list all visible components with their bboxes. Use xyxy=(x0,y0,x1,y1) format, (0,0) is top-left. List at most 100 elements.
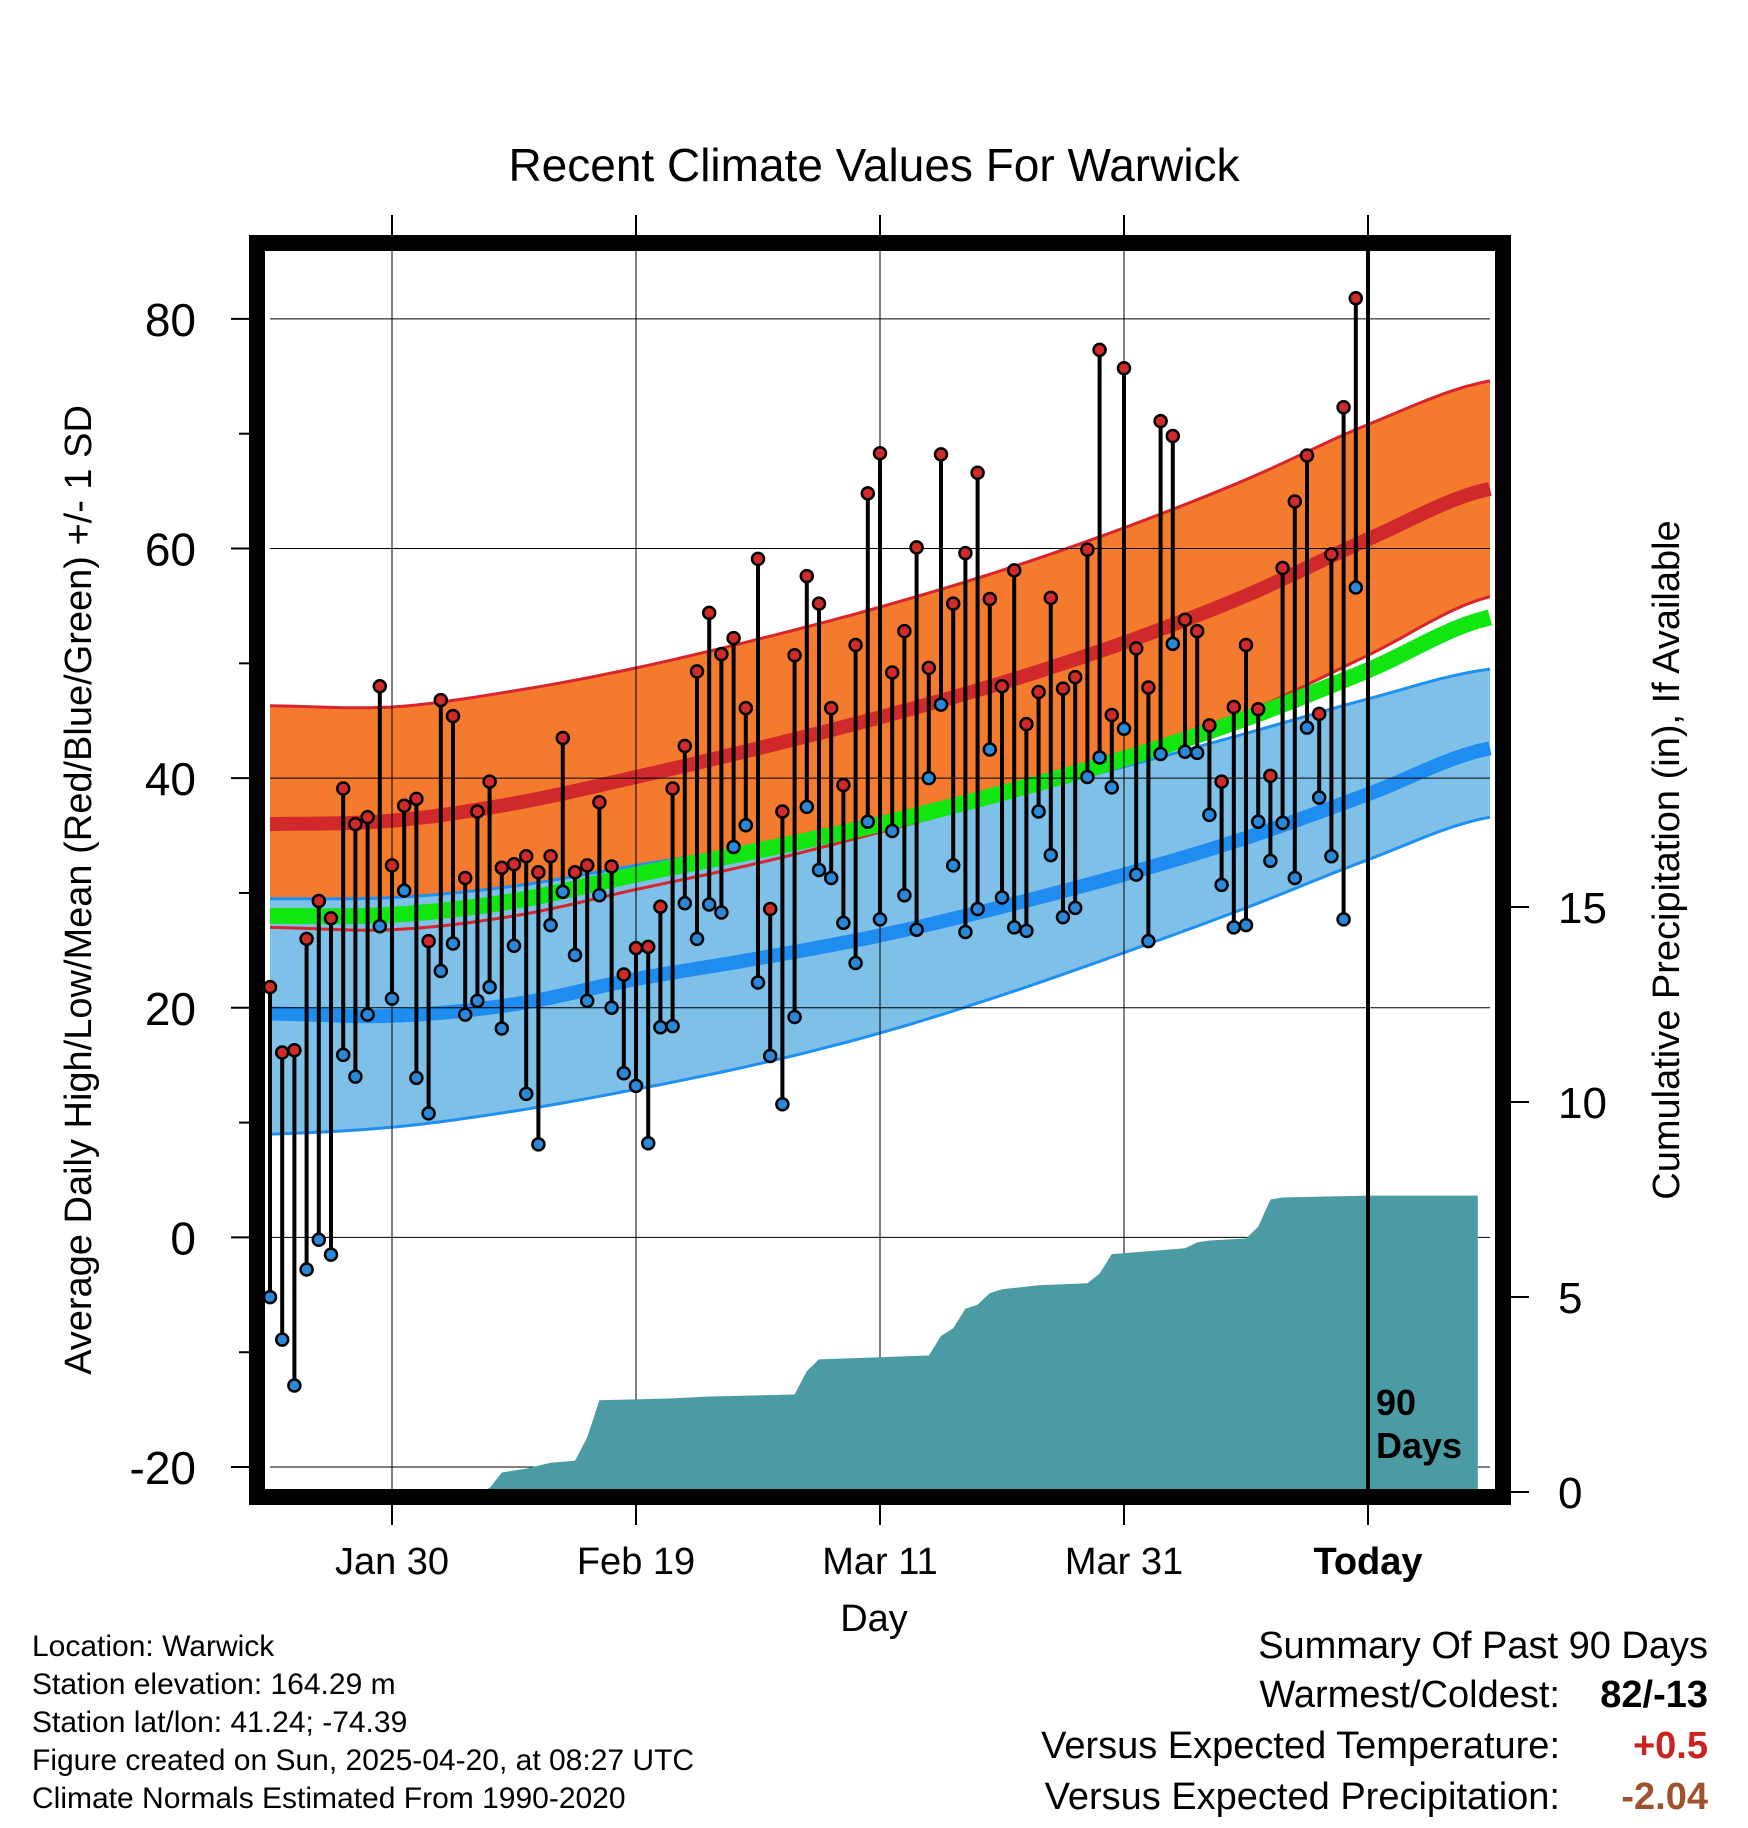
high-point xyxy=(616,967,632,982)
low-point xyxy=(555,884,571,900)
warmest-label: Warmest/Coldest: xyxy=(1259,1674,1560,1716)
today-annotation-text: 90 xyxy=(1376,1382,1416,1423)
today-annotation-text: Days xyxy=(1376,1425,1462,1466)
y-axis-label: Average Daily High/Low/Mean (Red/Blue/Gr… xyxy=(58,405,100,1375)
high-point xyxy=(1104,707,1120,723)
low-point xyxy=(1311,790,1327,805)
low-point xyxy=(1348,580,1364,595)
low-point xyxy=(616,1065,632,1081)
low-point xyxy=(689,931,705,947)
y2-tick-label: 15 xyxy=(1558,884,1607,933)
high-point xyxy=(1067,669,1083,685)
high-point xyxy=(518,848,534,864)
low-point xyxy=(982,742,998,757)
high-point xyxy=(714,646,729,662)
low-point xyxy=(1141,933,1156,949)
low-point xyxy=(1031,804,1046,819)
high-point xyxy=(1348,290,1364,306)
low-point xyxy=(372,919,388,934)
x-tick-label: Mar 11 xyxy=(822,1541,937,1583)
low-point xyxy=(531,1137,546,1152)
low-point xyxy=(860,814,876,830)
low-point xyxy=(1067,900,1083,916)
high-point xyxy=(1031,684,1046,700)
low-point xyxy=(1263,853,1278,869)
low-point xyxy=(323,1247,339,1262)
high-point xyxy=(848,637,863,653)
low-point xyxy=(311,1232,327,1247)
high-point xyxy=(1287,494,1303,509)
summary-panel: Summary Of Past 90 Days Warmest/Coldest:… xyxy=(848,1622,1708,1823)
high-point xyxy=(1324,547,1339,562)
high-point xyxy=(1336,400,1351,415)
high-point xyxy=(1080,542,1095,557)
high-point xyxy=(372,679,388,694)
station-info: Location: Warwick Station elevation: 164… xyxy=(32,1628,694,1818)
low-point xyxy=(1104,780,1120,795)
high-point xyxy=(1092,342,1107,358)
low-point xyxy=(494,1021,510,1036)
low-point xyxy=(262,1289,278,1305)
high-point xyxy=(1006,563,1022,578)
high-point xyxy=(287,1043,302,1058)
low-point xyxy=(543,917,558,933)
low-point xyxy=(1165,636,1181,652)
low-point xyxy=(762,1048,778,1064)
y-tick-label: 60 xyxy=(145,524,196,576)
low-point xyxy=(750,975,766,990)
summary-row-warmest: Warmest/Coldest: 82/-13 xyxy=(848,1670,1708,1721)
high-point xyxy=(921,660,937,676)
low-point xyxy=(811,862,827,878)
high-point xyxy=(787,648,802,663)
low-point xyxy=(1238,917,1254,933)
precip-label: Versus Expected Precipitation: xyxy=(1044,1776,1560,1818)
low-point xyxy=(567,947,583,963)
low-point xyxy=(1202,807,1217,823)
low-point xyxy=(1019,923,1034,939)
low-point xyxy=(470,993,485,1009)
high-point xyxy=(445,708,461,724)
high-point xyxy=(884,665,900,680)
low-point xyxy=(994,890,1010,905)
precip-value: -2.04 xyxy=(1621,1776,1708,1818)
high-point xyxy=(701,605,717,621)
high-point xyxy=(689,664,705,679)
low-point xyxy=(738,817,754,833)
high-point xyxy=(1128,641,1144,656)
low-point xyxy=(1153,746,1168,762)
x-tick-label: Feb 19 xyxy=(577,1541,695,1583)
temp-label: Versus Expected Temperature: xyxy=(1041,1725,1560,1767)
low-point xyxy=(897,888,912,903)
low-point xyxy=(640,1136,656,1151)
location-text: Location: Warwick xyxy=(32,1630,275,1663)
plot-frame xyxy=(249,235,1511,1505)
high-point xyxy=(274,1045,290,1060)
x-axis-label: Day xyxy=(840,1598,908,1640)
x-tick-label: Mar 31 xyxy=(1065,1541,1183,1583)
high-point xyxy=(470,804,485,819)
low-point xyxy=(1128,867,1144,882)
low-point xyxy=(1080,769,1095,785)
high-point xyxy=(872,445,888,461)
high-point xyxy=(311,893,327,909)
high-point xyxy=(384,858,400,873)
low-point xyxy=(1299,720,1315,735)
low-point xyxy=(348,1069,363,1084)
warmest-value: 82/-13 xyxy=(1600,1674,1708,1716)
low-point xyxy=(592,888,607,903)
low-point xyxy=(665,1018,680,1034)
low-point xyxy=(677,896,693,911)
high-point xyxy=(1043,590,1059,606)
low-point xyxy=(506,938,522,954)
temp-value: +0.5 xyxy=(1632,1725,1708,1767)
y-tick-label: 80 xyxy=(145,294,196,346)
low-point xyxy=(799,799,815,815)
chart-title: Recent Climate Values For Warwick xyxy=(508,139,1240,191)
high-point xyxy=(945,596,961,611)
low-point xyxy=(787,1009,802,1025)
high-point xyxy=(665,781,680,796)
y-tick-label: 40 xyxy=(145,753,196,805)
precip-area xyxy=(270,1195,1478,1492)
